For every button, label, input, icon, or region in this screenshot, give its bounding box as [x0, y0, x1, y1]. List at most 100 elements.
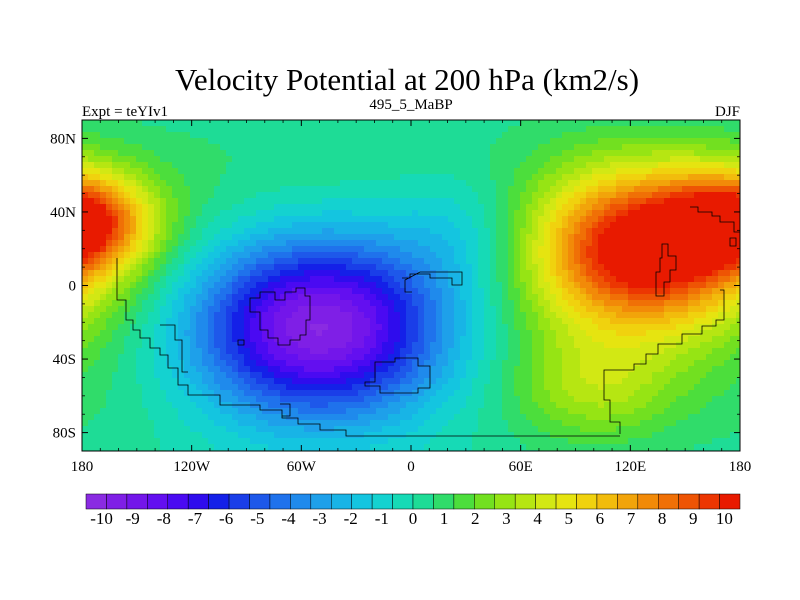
field-cell — [700, 216, 707, 223]
field-cell — [322, 288, 329, 295]
field-cell — [658, 246, 665, 253]
field-cell — [592, 378, 599, 385]
field-cell — [526, 186, 533, 193]
field-cell — [616, 324, 623, 331]
field-cell — [112, 264, 119, 271]
field-cell — [172, 204, 179, 211]
field-cell — [304, 342, 311, 349]
field-cell — [712, 288, 719, 295]
field-cell — [160, 366, 167, 373]
field-cell — [448, 348, 455, 355]
field-cell — [172, 282, 179, 289]
field-cell — [460, 264, 467, 271]
field-cell — [190, 120, 197, 127]
field-cell — [346, 372, 353, 379]
field-cell — [460, 216, 467, 223]
field-cell — [136, 330, 143, 337]
field-cell — [262, 156, 269, 163]
field-cell — [148, 222, 155, 229]
field-cell — [442, 318, 449, 325]
field-cell — [328, 234, 335, 241]
field-cell — [550, 276, 557, 283]
field-cell — [142, 330, 149, 337]
field-cell — [664, 144, 671, 151]
field-cell — [268, 192, 275, 199]
field-cell — [628, 174, 635, 181]
field-cell — [430, 228, 437, 235]
field-cell — [640, 156, 647, 163]
field-cell — [640, 216, 647, 223]
field-cell — [724, 288, 731, 295]
field-cell — [532, 162, 539, 169]
field-cell — [616, 138, 623, 145]
field-cell — [394, 348, 401, 355]
field-cell — [652, 180, 659, 187]
field-cell — [496, 354, 503, 361]
field-cell — [376, 336, 383, 343]
field-cell — [304, 234, 311, 241]
field-cell — [310, 294, 317, 301]
field-cell — [526, 222, 533, 229]
field-cell — [436, 342, 443, 349]
field-cell — [544, 294, 551, 301]
field-cell — [82, 168, 89, 175]
field-cell — [622, 336, 629, 343]
field-cell — [178, 120, 185, 127]
field-cell — [226, 192, 233, 199]
field-cell — [172, 246, 179, 253]
field-cell — [490, 180, 497, 187]
field-cell — [250, 234, 257, 241]
field-cell — [430, 276, 437, 283]
field-cell — [262, 258, 269, 265]
field-cell — [472, 180, 479, 187]
field-cell — [412, 234, 419, 241]
field-cell — [460, 324, 467, 331]
field-cell — [574, 372, 581, 379]
field-cell — [598, 366, 605, 373]
field-cell — [580, 156, 587, 163]
field-cell — [586, 366, 593, 373]
field-cell — [304, 228, 311, 235]
field-cell — [682, 348, 689, 355]
field-cell — [652, 162, 659, 169]
field-cell — [640, 126, 647, 133]
field-cell — [448, 324, 455, 331]
field-cell — [706, 246, 713, 253]
field-cell — [418, 222, 425, 229]
field-cell — [574, 210, 581, 217]
field-cell — [250, 330, 257, 337]
field-cell — [484, 216, 491, 223]
field-cell — [304, 282, 311, 289]
field-cell — [538, 300, 545, 307]
field-cell — [172, 192, 179, 199]
field-cell — [334, 138, 341, 145]
field-cell — [328, 288, 335, 295]
field-cell — [550, 174, 557, 181]
field-cell — [112, 324, 119, 331]
field-cell — [586, 276, 593, 283]
field-cell — [124, 192, 131, 199]
field-cell — [112, 390, 119, 397]
field-cell — [286, 378, 293, 385]
field-cell — [142, 360, 149, 367]
field-cell — [418, 378, 425, 385]
field-cell — [364, 282, 371, 289]
field-cell — [304, 300, 311, 307]
field-cell — [82, 288, 89, 295]
field-cell — [82, 180, 89, 187]
field-cell — [178, 162, 185, 169]
field-cell — [736, 180, 740, 187]
field-cell — [238, 168, 245, 175]
field-cell — [436, 360, 443, 367]
field-cell — [130, 120, 137, 127]
field-cell — [418, 270, 425, 277]
field-cell — [520, 372, 527, 379]
field-cell — [466, 174, 473, 181]
field-cell — [328, 384, 335, 391]
field-cell — [604, 300, 611, 307]
field-cell — [676, 270, 683, 277]
field-cell — [442, 192, 449, 199]
field-cell — [280, 366, 287, 373]
field-cell — [688, 330, 695, 337]
field-cell — [316, 126, 323, 133]
